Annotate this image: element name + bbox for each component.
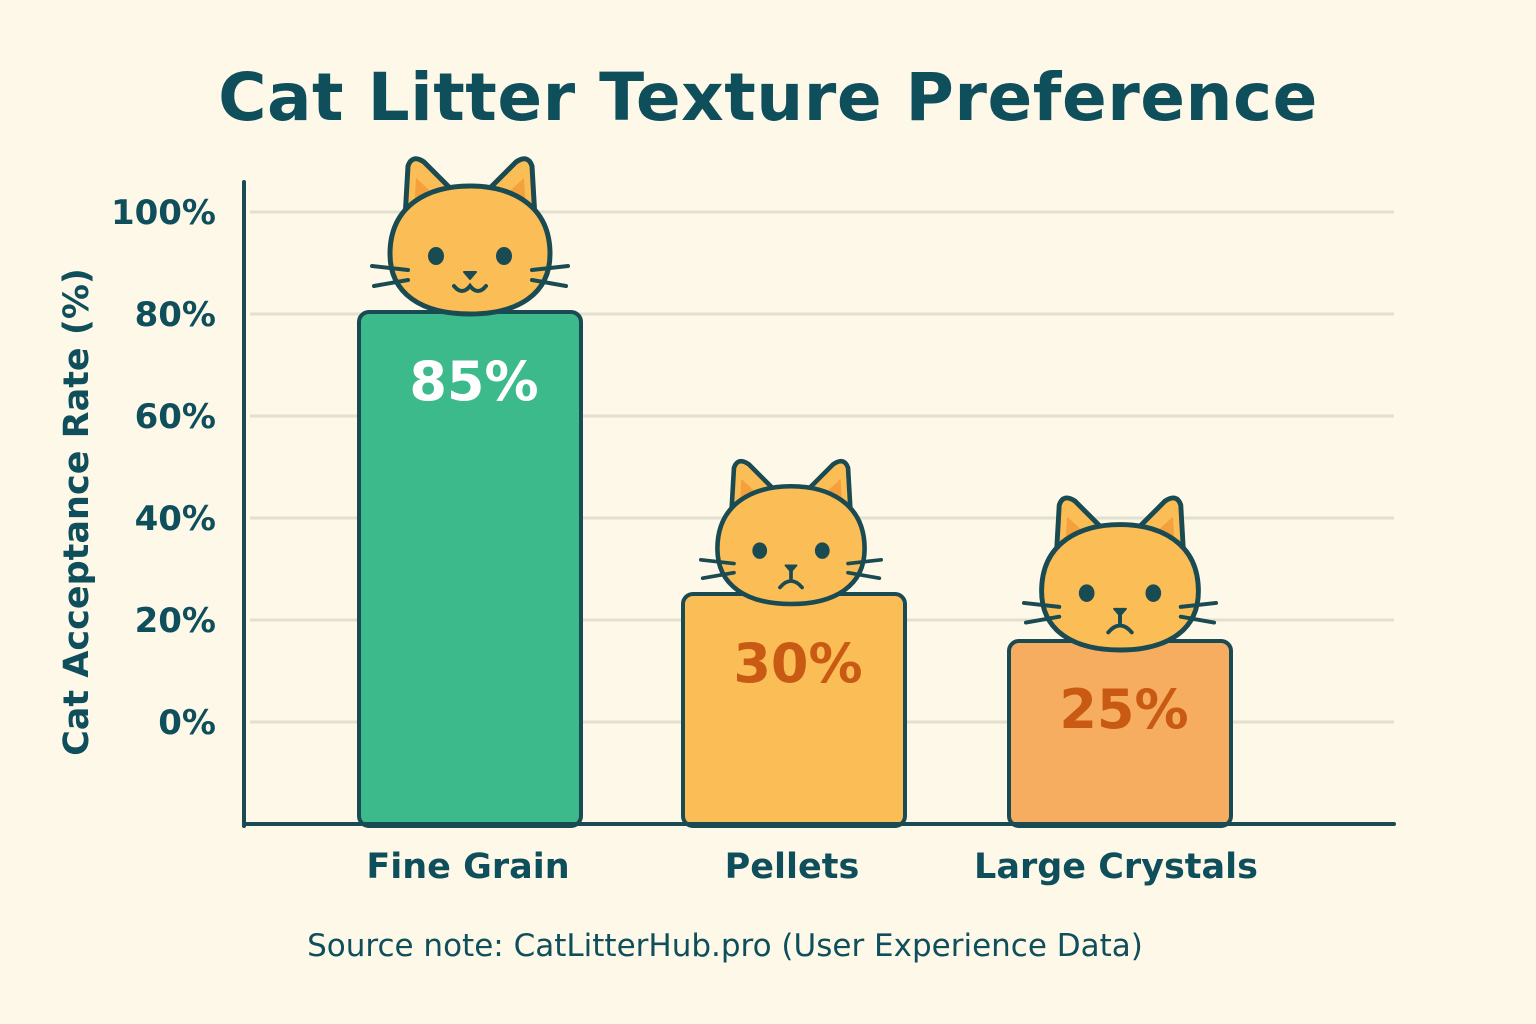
bar-value-labels: 85% 30% 25% <box>409 350 1188 741</box>
y-tick-label: 40% <box>135 499 216 539</box>
source-note: Source note: CatLitterHub.pro (User Expe… <box>307 928 1143 964</box>
y-tick-label: 0% <box>158 703 216 743</box>
x-category-label: Fine Grain <box>366 847 569 887</box>
bar-value-label: 25% <box>1059 678 1188 741</box>
bars <box>357 310 1233 828</box>
x-axis-category-labels: Fine Grain Pellets Large Crystals <box>366 847 1258 887</box>
bar-value-label: 85% <box>409 350 538 413</box>
y-tick-label: 60% <box>135 397 216 437</box>
y-tick-label: 20% <box>135 601 216 641</box>
chart-title: Cat Litter Texture Preference <box>218 59 1318 136</box>
cat-icons <box>370 156 1219 653</box>
x-category-label: Pellets <box>725 847 860 887</box>
sad-cat-icon <box>1021 495 1219 653</box>
sad-cat-icon <box>698 458 884 607</box>
y-tick-label: 80% <box>135 295 216 335</box>
y-axis-title: Cat Acceptance Rate (%) <box>57 268 97 756</box>
happy-cat-icon <box>370 156 570 317</box>
x-category-label: Large Crystals <box>974 847 1258 887</box>
bar-pellets <box>681 592 907 828</box>
y-tick-label: 100% <box>111 193 216 233</box>
bar-value-label: 30% <box>733 632 862 695</box>
y-axis-tick-labels: 0% 20% 40% 60% 80% 100% <box>111 193 216 743</box>
